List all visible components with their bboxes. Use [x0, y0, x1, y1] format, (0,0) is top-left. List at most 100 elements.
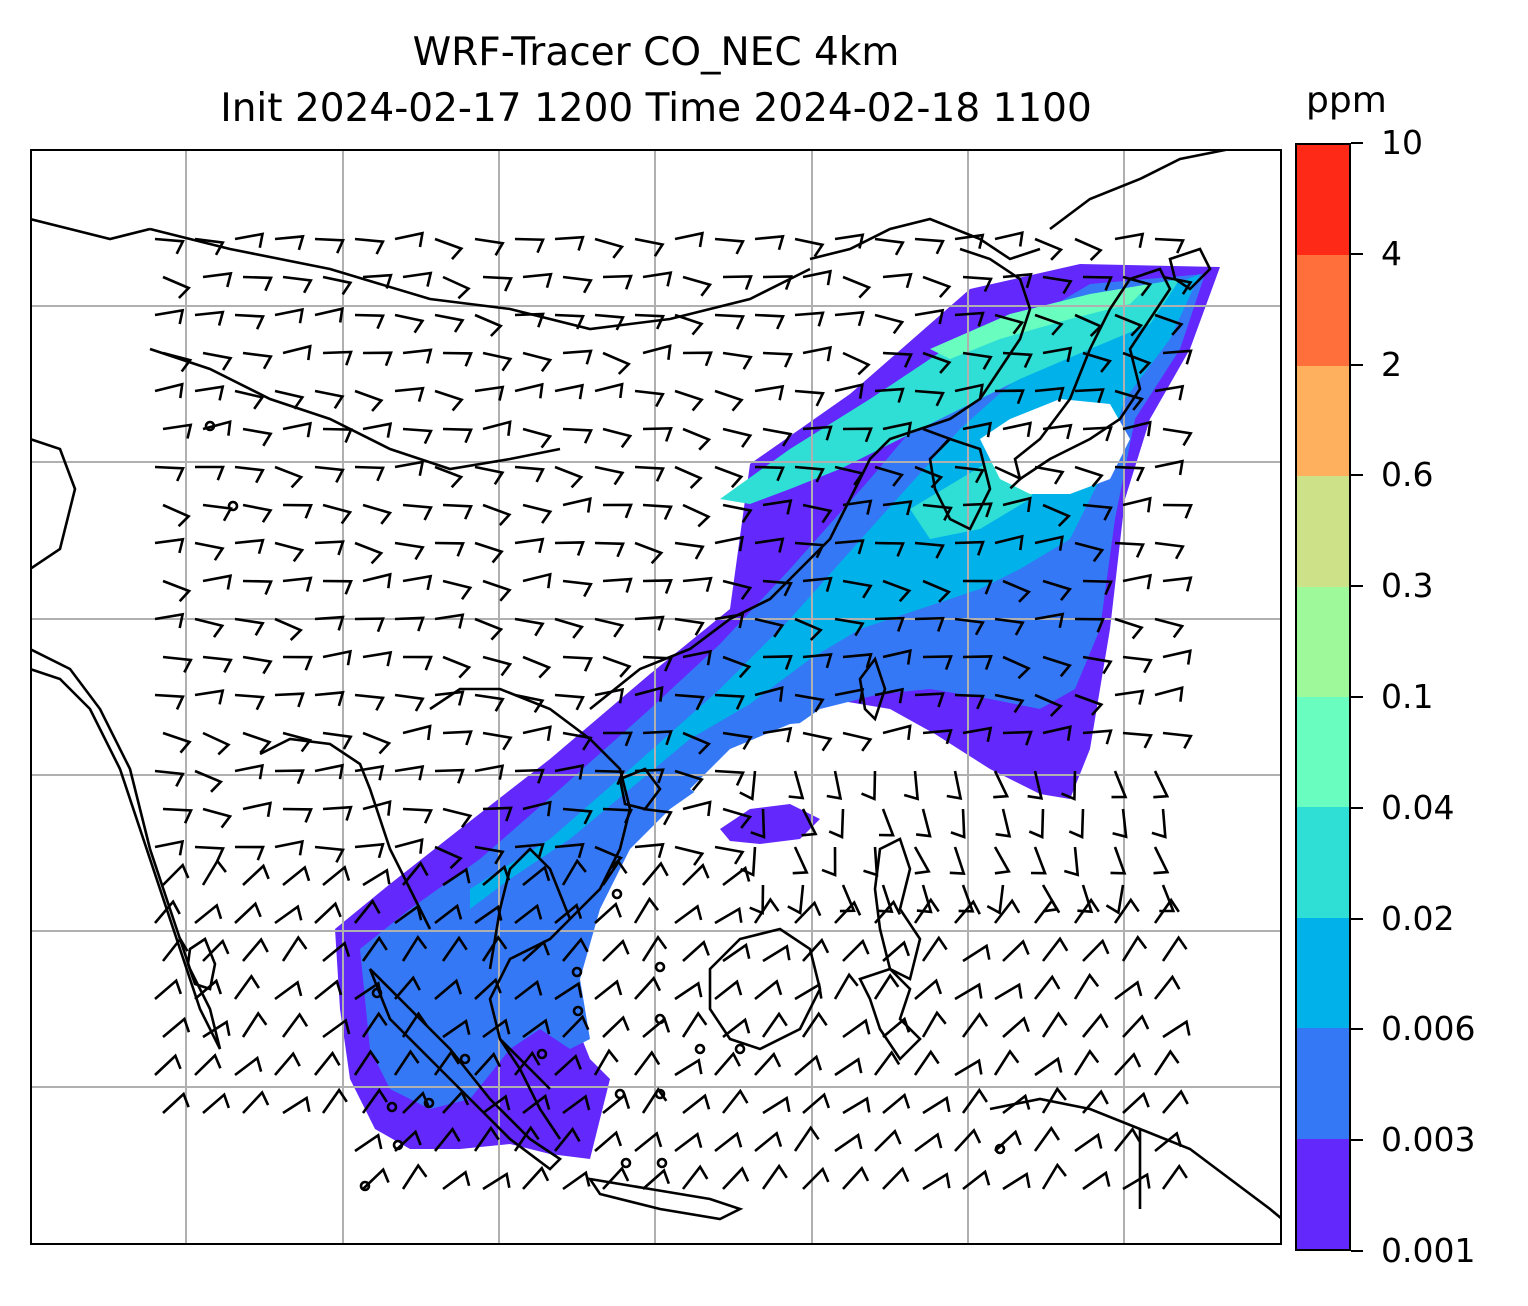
colorbar-segment-9 [1297, 144, 1349, 256]
colorbar-segment-2 [1297, 917, 1349, 1029]
wind-barb [242, 503, 273, 523]
wind-barb [682, 503, 711, 528]
wind-barb [442, 807, 473, 828]
wind-barb [914, 978, 943, 1000]
wind-barb [994, 465, 1023, 490]
wind-barb [839, 884, 856, 913]
wind-barb [354, 465, 385, 482]
wind-barb [642, 344, 672, 360]
wind-barb [834, 1133, 863, 1153]
wind-barb [1114, 689, 1145, 705]
wind-barb [1121, 934, 1148, 962]
wind-barb [913, 846, 931, 875]
wind-barb [1114, 313, 1144, 337]
wind-barb [1041, 1086, 1067, 1114]
calm-wind-markers [204, 420, 1006, 1192]
wind-barb [1034, 313, 1064, 336]
wind-barb [602, 939, 630, 962]
wind-barb [794, 693, 825, 713]
wind-barb [442, 427, 473, 444]
wind-barb [274, 465, 304, 489]
wind-barb [561, 858, 587, 886]
wind-barb [242, 655, 273, 675]
wind-barb [354, 313, 385, 330]
wind-barb [594, 541, 625, 558]
wind-barb [234, 538, 265, 555]
wind-barb [1073, 1048, 1100, 1076]
wind-barb [394, 975, 421, 1000]
wind-barb [874, 237, 905, 256]
wind-barb [482, 275, 513, 292]
wind-barb [202, 351, 233, 371]
wind-barb [402, 724, 432, 741]
wind-barb [362, 572, 392, 589]
wind-barb [914, 692, 945, 708]
wind-barb [874, 541, 905, 557]
wind-barb [1073, 897, 1100, 924]
wind-barb [402, 271, 433, 287]
wind-barb [794, 982, 823, 1001]
wind-barb [1002, 655, 1031, 680]
wind-barb [714, 465, 744, 489]
wind-barb [946, 770, 963, 801]
wind-barb [562, 1170, 591, 1191]
wind-barb [914, 237, 945, 255]
wind-barb [722, 731, 753, 751]
wind-barb [162, 423, 193, 439]
wind-barb [322, 940, 351, 963]
wind-barb [921, 935, 948, 962]
wind-barb [1082, 1089, 1109, 1114]
wind-barb [274, 1051, 301, 1076]
wind-barb [794, 900, 822, 924]
wind-barb [1153, 846, 1170, 875]
wind-barb [442, 730, 473, 746]
wind-barb [282, 344, 312, 361]
wind-barb [282, 421, 313, 438]
plume-layer-004 [720, 279, 1180, 504]
wind-barb [993, 846, 1011, 875]
wind-barb [714, 979, 743, 1001]
colorbar-tick [1351, 1028, 1363, 1031]
colorbar-label: 0.02 [1381, 898, 1455, 938]
wind-barb [202, 420, 232, 436]
wind-barb [434, 845, 463, 870]
colorbar-tick [1351, 917, 1363, 920]
wind-barb [642, 271, 673, 287]
wind-barb [1028, 808, 1045, 839]
wind-barb [1154, 313, 1184, 336]
colorbar-tick [1351, 142, 1363, 144]
wind-barb [995, 808, 1012, 838]
colorbar-segment-1 [1297, 1028, 1349, 1139]
wind-barb [594, 979, 623, 1001]
coast-kazakh-border [30, 217, 151, 241]
wind-barb [194, 689, 225, 705]
wind-barb [474, 693, 505, 712]
wind-barb [962, 421, 993, 438]
wind-barb [1033, 898, 1061, 924]
wind-barb [1002, 351, 1033, 369]
wind-barb [913, 1049, 940, 1076]
wind-barb [354, 617, 385, 633]
colorbar [1295, 143, 1351, 1251]
wind-barb [514, 237, 545, 254]
wind-barb [354, 693, 385, 711]
wind-barb [274, 234, 305, 251]
wind-barb [842, 579, 873, 599]
wind-barb [642, 807, 673, 826]
wind-barb [594, 687, 625, 704]
wind-barb [1153, 770, 1170, 799]
wind-barb [433, 1126, 461, 1152]
wind-barb [474, 764, 505, 780]
wind-barb [401, 860, 429, 886]
wind-barb [1042, 725, 1072, 741]
wind-barb [482, 1094, 511, 1115]
wind-barb [1154, 459, 1184, 476]
wind-barb [194, 769, 224, 793]
calm-marker [654, 961, 666, 973]
map-title-line2: Init 2024-02-17 1200 Time 2024-02-18 110… [220, 86, 1092, 131]
wind-barb [922, 729, 953, 745]
wind-barb [674, 1058, 703, 1077]
wind-barb [794, 237, 825, 258]
wind-barb [554, 902, 583, 925]
calm-marker [734, 1043, 746, 1055]
